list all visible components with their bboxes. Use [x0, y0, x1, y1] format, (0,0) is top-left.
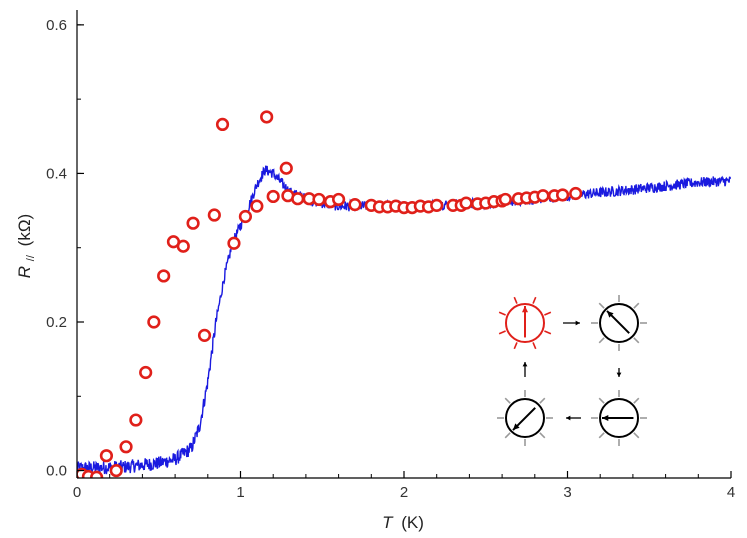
- y-tick-label: 0.4: [46, 165, 67, 182]
- data-point: [260, 110, 274, 124]
- data-point: [250, 199, 264, 213]
- dial-spoke: [544, 330, 552, 335]
- data-point: [207, 208, 221, 222]
- data-point: [536, 189, 550, 203]
- y-axis-label: R // (kΩ): [15, 214, 38, 278]
- dial-arrowhead: [521, 306, 529, 313]
- dial-spoke: [504, 397, 511, 404]
- transition-arrowhead: [522, 362, 528, 367]
- data-point: [430, 198, 444, 212]
- data-point: [498, 192, 512, 207]
- data-point: [332, 192, 346, 207]
- data-point: [459, 196, 473, 210]
- dial-spoke: [598, 302, 605, 309]
- data-point: [186, 216, 200, 230]
- data-point: [176, 239, 190, 253]
- dial-spoke: [539, 432, 546, 439]
- data-point: [197, 328, 212, 342]
- transition-arrowhead: [566, 415, 571, 421]
- data-point: [227, 236, 241, 250]
- data-point: [312, 192, 326, 207]
- x-tick-label: 1: [236, 484, 244, 501]
- data-point: [90, 470, 104, 478]
- dial-spoke: [513, 296, 518, 304]
- spin-dial: [497, 390, 553, 446]
- x-axis-unit: (K): [401, 513, 424, 532]
- dial-spoke: [498, 311, 506, 316]
- dial-spoke: [598, 397, 605, 404]
- data-point: [555, 188, 570, 202]
- data-point: [109, 463, 123, 478]
- x-tick-label: 4: [727, 484, 735, 501]
- data-point: [139, 365, 153, 380]
- y-axis-subscript: //: [25, 254, 37, 261]
- axes: [76, 10, 732, 479]
- y-axis-unit: (kΩ): [15, 214, 34, 247]
- spin-dial: [498, 296, 552, 350]
- data-point: [569, 186, 583, 201]
- dial-spoke: [532, 342, 537, 350]
- dial-arrowhead: [606, 310, 614, 318]
- data-point: [129, 413, 143, 427]
- dial-spoke: [539, 397, 546, 404]
- spin-dial: [591, 390, 647, 446]
- data-point: [238, 209, 253, 224]
- x-tick-label: 0: [73, 484, 81, 501]
- y-axis-symbol: R: [15, 266, 34, 278]
- data-point: [99, 449, 114, 463]
- data-point: [215, 117, 230, 131]
- spin-rotation-inset: [497, 295, 647, 446]
- transition-arrowhead: [616, 372, 622, 377]
- dial-spoke: [544, 311, 552, 316]
- transition-arrowhead: [575, 320, 580, 326]
- dial-spoke: [633, 397, 640, 404]
- y-tick-label: 0.0: [46, 463, 67, 480]
- x-tick-label: 3: [563, 484, 571, 501]
- dial-spoke: [504, 432, 511, 439]
- y-tick-label: 0.6: [46, 17, 67, 34]
- x-axis-symbol: T: [382, 513, 394, 532]
- data-point: [147, 315, 161, 329]
- data-point: [279, 161, 293, 175]
- dial-spoke: [633, 302, 640, 309]
- plot-area: [77, 110, 731, 478]
- dial-spoke: [633, 432, 640, 439]
- dial-spoke: [498, 330, 506, 335]
- spin-dial: [591, 295, 647, 351]
- dial-spoke: [633, 337, 640, 344]
- data-point: [348, 198, 362, 212]
- tick-labels: 0 1 2 3 4 0.0 0.2 0.4 0.6: [46, 17, 735, 501]
- x-axis-label: T (K): [382, 513, 424, 532]
- data-point: [291, 192, 305, 206]
- y-tick-label: 0.2: [46, 314, 67, 331]
- data-point: [266, 189, 280, 204]
- dial-arrowhead: [512, 423, 520, 431]
- dial-spoke: [598, 337, 605, 344]
- data-point: [119, 440, 133, 454]
- data-point: [157, 269, 171, 283]
- x-tick-label: 2: [400, 484, 408, 501]
- dial-arrowhead: [602, 414, 609, 422]
- dial-spoke: [532, 296, 537, 304]
- dial-spoke: [513, 342, 518, 350]
- dial-spoke: [598, 432, 605, 439]
